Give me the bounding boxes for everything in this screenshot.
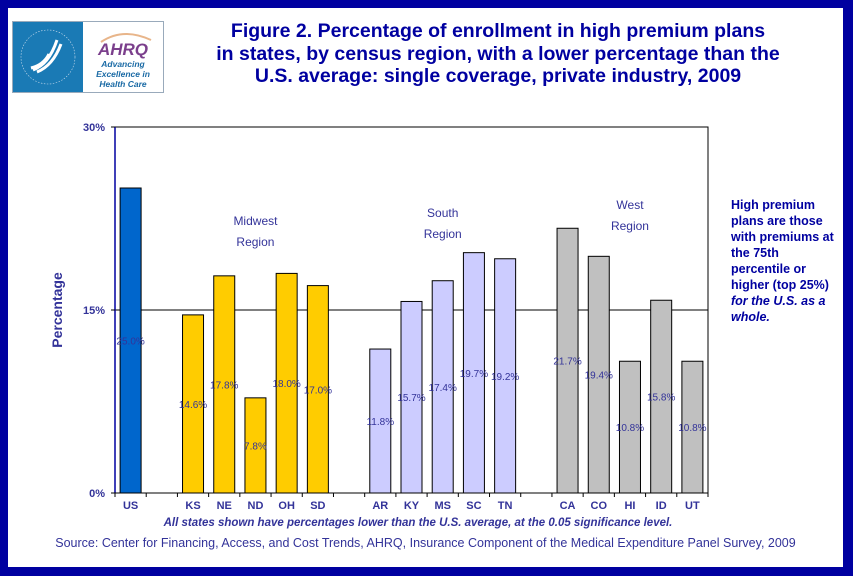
data-label-ut: 10.8% [678,423,706,434]
x-tick-label-ar: AR [372,500,388,512]
region-annotation-south: South [427,206,458,220]
data-label-ar: 11.8% [366,417,394,428]
bar-ar [369,348,392,494]
data-label-sd: 17.0% [304,385,332,396]
x-tick-label-hi: HI [624,500,635,512]
x-tick-label-ne: NE [217,500,232,512]
note-italic: for the U.S. as a whole. [731,294,826,324]
svg-text:Health Care: Health Care [99,79,147,89]
data-label-ks: 14.6% [179,400,207,411]
x-tick-label-ms: MS [434,500,451,512]
y-tick-label: 0% [89,488,105,500]
source-note: Source: Center for Financing, Access, an… [55,536,796,550]
x-tick-label-nd: ND [248,500,264,512]
data-label-oh: 18.0% [272,379,300,390]
y-tick-label: 15% [83,305,105,317]
bar-ne [213,275,236,494]
region-annotation-west: Region [611,219,649,233]
x-tick-label-sc: SC [466,500,481,512]
bar-ky [400,300,423,494]
data-label-sc: 19.7% [460,369,488,380]
bar-nd [244,397,267,494]
bar-co [587,255,610,494]
ahrq-logo: AHRQ Advancing Excellence in Health Care [12,21,164,93]
x-tick-label-ks: KS [185,500,200,512]
x-tick-label-us: US [123,500,138,512]
bar-ks [182,314,205,494]
region-annotation-south: Region [424,227,462,241]
bar-id [650,299,673,494]
x-tick-label-ut: UT [685,500,700,512]
footnote: All states shown have percentages lower … [163,517,673,529]
data-label-tn: 19.2% [491,372,519,383]
x-tick-label-sd: SD [310,500,325,512]
x-tick-label-oh: OH [278,500,295,512]
x-tick-label-co: CO [591,500,608,512]
bar-sd [306,285,329,494]
data-label-hi: 10.8% [616,423,644,434]
region-annotation-midwest: Region [236,235,274,249]
chart-title: Figure 2. Percentage of enrollment in hi… [178,20,818,88]
bar-ca [556,227,579,494]
x-tick-label-id: ID [656,500,667,512]
bar-oh [275,272,298,494]
data-label-ne: 17.8% [210,380,238,391]
data-label-ms: 17.4% [429,383,457,394]
note-text: High premium plans are those with premiu… [731,198,834,292]
bar-sc [462,252,485,494]
y-axis-label: Percentage [49,272,65,348]
svg-text:AHRQ: AHRQ [97,40,148,59]
bar-us [119,187,142,494]
x-tick-label-tn: TN [498,500,513,512]
data-label-ky: 15.7% [397,393,425,404]
data-label-ca: 21.7% [553,357,581,368]
region-annotation-west: West [616,198,644,212]
region-annotation-midwest: Midwest [233,214,278,228]
svg-text:Excellence in: Excellence in [96,69,150,79]
bar-hi [618,360,641,494]
x-tick-label-ca: CA [560,500,576,512]
bar-ms [431,280,454,494]
bar-ut [681,360,704,494]
title-line: in states, by census region, with a lowe… [216,42,780,65]
x-tick-label-ky: KY [404,500,420,512]
bar-tn [494,258,517,494]
definition-note: High premium plans are those with premiu… [731,197,841,325]
bar-chart: 0% 15% 30% Percentage US 25.0% KS 14.6% NE 17.8% N… [49,122,709,512]
data-label-co: 19.4% [585,371,613,382]
y-tick-label: 30% [83,122,105,134]
svg-text:Advancing: Advancing [100,59,145,69]
data-label-id: 15.8% [647,393,675,404]
data-label-nd: 7.8% [244,441,267,452]
title-line: U.S. average: single coverage, private i… [254,65,742,87]
data-label-us: 25.0% [116,337,144,348]
title-line: Figure 2. Percentage of enrollment in hi… [230,20,766,42]
